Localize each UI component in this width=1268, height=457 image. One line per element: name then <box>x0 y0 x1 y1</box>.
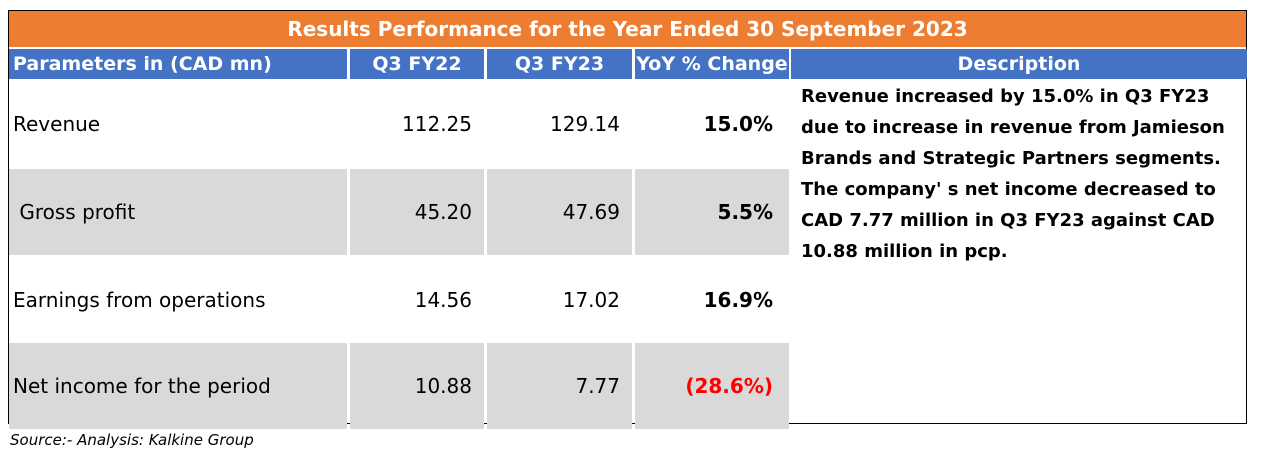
results-table: Results Performance for the Year Ended 3… <box>8 10 1247 429</box>
value-q3fy22: 14.56 <box>414 288 472 312</box>
description-paragraph-net-income: The company' s net income decreased to C… <box>801 179 1216 262</box>
value-q3fy22: 112.25 <box>402 112 472 136</box>
value-q3fy23: 7.77 <box>487 343 632 429</box>
value-q3fy23: 17.02 <box>562 288 620 312</box>
value-yoy: 15.0% <box>703 112 773 136</box>
value-q3fy22: 45.20 <box>350 169 484 255</box>
row-label: Net income for the period <box>9 343 347 429</box>
row-label: Earnings from operations <box>13 288 266 312</box>
table-row-net-income: Net income for the period 10.88 7.77 (28… <box>9 343 789 429</box>
value-q3fy22: 10.88 <box>350 343 484 429</box>
value-yoy: 16.9% <box>703 288 773 312</box>
table-row-gross-profit: Gross profit 45.20 47.69 5.5% <box>9 169 789 255</box>
header-parameters: Parameters in (CAD mn) <box>9 49 347 79</box>
value-yoy: 5.5% <box>635 169 789 255</box>
value-yoy-negative: (28.6%) <box>635 343 789 429</box>
table-title: Results Performance for the Year Ended 3… <box>9 11 1246 47</box>
description-paragraph-revenue: Revenue increased by 15.0% in Q3 FY23 du… <box>801 86 1225 169</box>
source-note: Source:- Analysis: Kalkine Group <box>10 431 254 449</box>
header-q3fy22: Q3 FY22 <box>350 49 484 79</box>
row-label: Revenue <box>13 112 101 136</box>
value-q3fy23: 47.69 <box>487 169 632 255</box>
row-label: Gross profit <box>9 169 347 255</box>
header-q3fy23: Q3 FY23 <box>487 49 632 79</box>
header-description: Description <box>791 49 1247 79</box>
header-yoy-change: YoY % Change <box>635 49 789 79</box>
table-row-revenue: Revenue 112.25 129.14 15.0% <box>9 81 789 167</box>
description-text: Revenue increased by 15.0% in Q3 FY23 du… <box>801 81 1241 267</box>
value-q3fy23: 129.14 <box>550 112 620 136</box>
table-row-earnings-from-operations: Earnings from operations 14.56 17.02 16.… <box>9 257 789 343</box>
